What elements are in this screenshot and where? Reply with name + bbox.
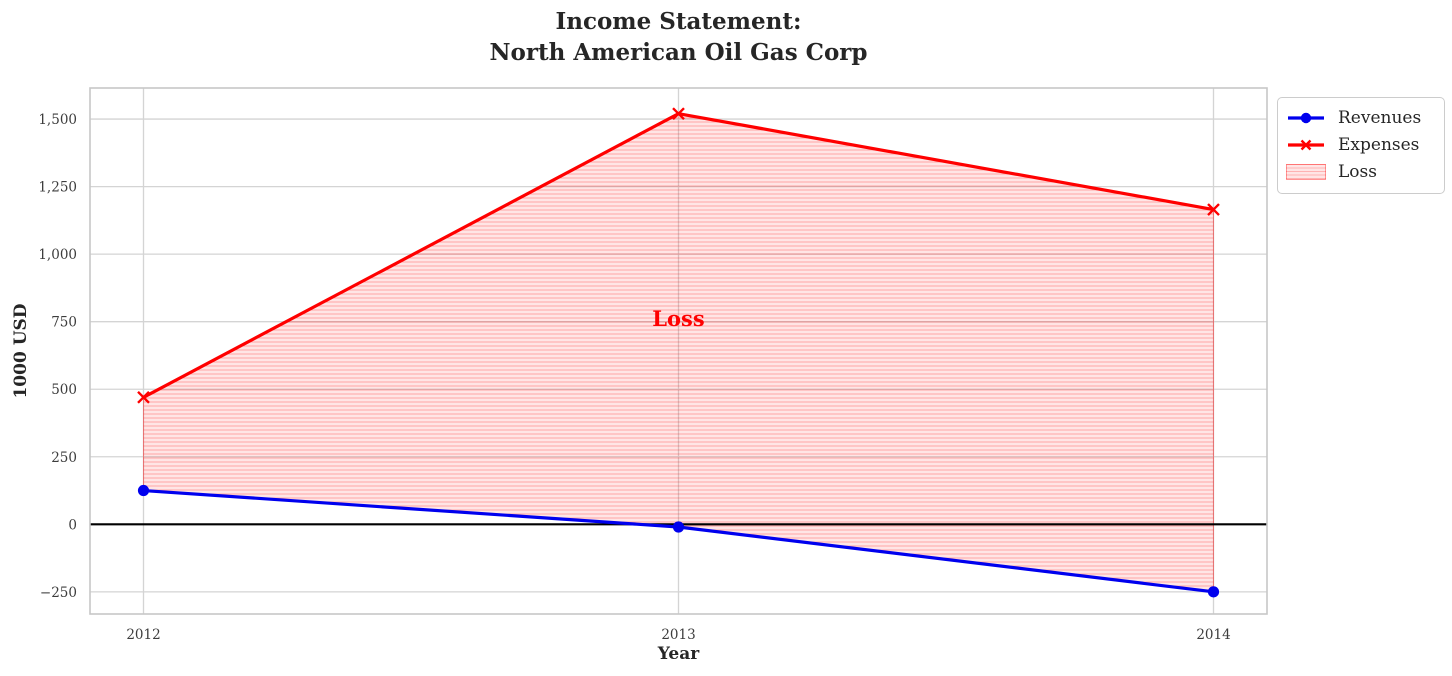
revenues-dot-marker xyxy=(1207,586,1220,598)
chart-title-line-2: North American Oil Gas Corp xyxy=(489,39,868,66)
x-tick-label: 2013 xyxy=(661,627,695,643)
y-tick-label: 1,250 xyxy=(38,180,77,196)
plot-border xyxy=(89,87,1268,615)
legend-row-revenues: Revenues xyxy=(1286,104,1434,131)
legend-row-expenses: Expenses xyxy=(1286,131,1434,158)
y-tick-label: 1,000 xyxy=(38,247,77,263)
y-tick-label: 750 xyxy=(51,315,77,331)
x-axis-label: Year xyxy=(657,644,700,664)
x-tick-label: 2014 xyxy=(1196,627,1230,643)
revenues-dot-marker xyxy=(137,484,150,497)
y-tick-label: 250 xyxy=(51,450,77,466)
legend-row-loss: Loss xyxy=(1286,158,1434,185)
revenues-dot-marker xyxy=(672,521,685,533)
expenses-x-marker xyxy=(672,107,685,121)
y-tick-label: 0 xyxy=(68,517,77,533)
y-tick-label: 500 xyxy=(51,382,77,398)
x-tick-label: 2012 xyxy=(126,627,160,643)
loss-fill-area xyxy=(143,113,1214,593)
chart-legend: Revenues Expenses Loss xyxy=(1277,97,1445,194)
legend-label-revenues: Revenues xyxy=(1338,107,1422,128)
chart-title: Income Statement: North American Oil Gas… xyxy=(90,6,1267,68)
legend-label-loss: Loss xyxy=(1338,161,1377,182)
y-tick-label: 1,500 xyxy=(38,112,77,128)
expenses-line-sample-icon xyxy=(1288,139,1324,150)
revenues-line-sample-icon xyxy=(1288,112,1324,123)
loss-hatch-swatch-icon xyxy=(1286,163,1326,181)
expenses-x-marker xyxy=(1207,203,1220,216)
y-tick-label: −250 xyxy=(40,585,77,601)
expenses-x-marker xyxy=(137,390,150,404)
chart-title-line-1: Income Statement: xyxy=(555,8,802,35)
loss-annotation: Loss xyxy=(652,306,704,331)
legend-label-expenses: Expenses xyxy=(1338,134,1420,155)
